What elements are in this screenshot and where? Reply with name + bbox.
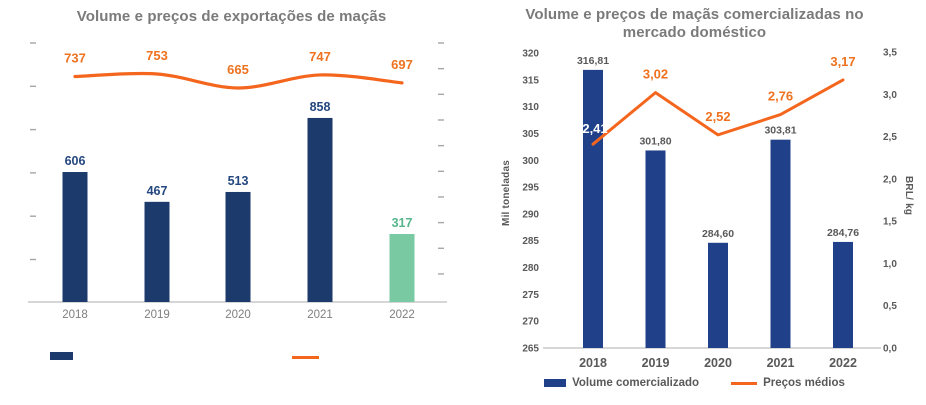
y-left-tick-label: 290 xyxy=(522,209,539,220)
x-axis-label: 2019 xyxy=(144,309,170,321)
y-left-tick-label: 275 xyxy=(522,290,539,301)
x-axis-label: 2019 xyxy=(642,356,670,370)
price-line xyxy=(73,71,404,90)
x-axis-label: 2021 xyxy=(307,309,333,321)
line-value-label: 737 xyxy=(64,51,86,66)
bar-2018 xyxy=(583,69,603,349)
bar-value-label: 303,81 xyxy=(764,125,796,137)
y-left-axis-title: Mil toneladas xyxy=(501,160,512,226)
legend-label-precos: Preços médios xyxy=(763,377,845,389)
legend-line-swatch xyxy=(292,356,319,359)
bar-2021 xyxy=(770,139,791,348)
bar-value-label: 316,81 xyxy=(577,55,609,67)
line-value-label: 665 xyxy=(227,62,249,77)
y-left-tick-label: 265 xyxy=(522,344,539,355)
bar-value-label: 467 xyxy=(147,184,168,198)
y-left-tick-label: 300 xyxy=(522,156,539,167)
y-right-tick-label: 2,0 xyxy=(883,174,897,185)
legend: Volume comercializado Preços médios xyxy=(463,377,926,389)
bar-value-label: 301,80 xyxy=(639,135,671,147)
y-left-tick-label: 285 xyxy=(522,236,539,247)
y-right-axis-title: BRL/ kg xyxy=(903,176,914,216)
x-axis-label: 2022 xyxy=(829,356,857,370)
y-left-tick-label: 280 xyxy=(522,263,539,274)
chart-domestic-panel: Volume e preços de maçãs comercializadas… xyxy=(463,0,926,405)
y-left-tick-label: 315 xyxy=(522,75,539,86)
x-axis-label: 2020 xyxy=(225,309,251,321)
bar-2018 xyxy=(62,172,88,302)
y-left-tick-label: 310 xyxy=(522,102,539,113)
y-right-tick-label: 1,5 xyxy=(883,217,897,228)
bar-2022 xyxy=(833,241,853,348)
line-value-label: 747 xyxy=(309,49,331,64)
x-axis-label: 2022 xyxy=(389,309,415,321)
chart-domestic-title: Volume e preços de maçãs comercializadas… xyxy=(525,6,864,42)
y-left-tick-label: 295 xyxy=(522,183,539,194)
chart-exports-plot: 606 467 513 858 317 737 753 665 747 697 2018 2019 20… xyxy=(28,42,447,321)
legend-item-volume: Volume comercializado xyxy=(544,377,699,389)
line-value-label: 753 xyxy=(146,48,168,63)
legend-item-precos: Preços médios xyxy=(731,377,845,389)
y-right-tick-label: 3,5 xyxy=(883,48,897,59)
line-value-label: 2,41 xyxy=(582,121,607,136)
x-axis-label: 2020 xyxy=(704,356,732,370)
bar-value-label: 284,76 xyxy=(827,227,859,239)
bar-2020 xyxy=(225,191,251,302)
x-axis-label: 2021 xyxy=(767,356,795,370)
bar-2020 xyxy=(708,242,728,348)
bar-value-label: 317 xyxy=(392,216,413,230)
y-left-tick-label: 305 xyxy=(522,129,539,140)
y-left-tick-label: 320 xyxy=(522,49,539,60)
legend-label-volume: Volume comercializado xyxy=(572,377,700,389)
line-value-label: 3,02 xyxy=(643,67,668,82)
bar-2019 xyxy=(144,201,170,302)
bar-2021 xyxy=(307,117,333,302)
bar-value-label: 284,60 xyxy=(702,228,734,240)
bar-value-label: 513 xyxy=(228,174,249,188)
x-axis-label: 2018 xyxy=(579,356,607,370)
y-right-tick-label: 0,5 xyxy=(883,301,897,312)
chart-exports-panel: Volume e preços de exportações de maçãs … xyxy=(28,8,447,360)
bar-2022 xyxy=(389,234,415,302)
chart-domestic-plot: 320 315 310 305 300 295 290 285 280 275 270 265 3,5 3… xyxy=(522,48,897,371)
line-value-label: 2,52 xyxy=(705,109,730,124)
price-line xyxy=(591,78,845,146)
legend-line-swatch xyxy=(731,381,758,385)
line-value-label: 3,17 xyxy=(830,54,855,69)
y-right-tick-label: 2,5 xyxy=(883,132,897,143)
legend-bar-swatch xyxy=(544,379,567,387)
y-right-tick-label: 3,0 xyxy=(883,90,897,101)
x-axis-label: 2018 xyxy=(62,309,88,321)
y-left-tick-label: 270 xyxy=(522,317,539,328)
line-value-label: 2,76 xyxy=(768,89,793,104)
y-right-tick-label: 1,0 xyxy=(883,259,897,270)
bar-2019 xyxy=(645,150,666,348)
line-value-label: 697 xyxy=(391,57,413,72)
bar-value-label: 858 xyxy=(310,100,331,114)
y-right-tick-label: 0,0 xyxy=(883,344,897,355)
bar-value-label: 606 xyxy=(65,154,86,168)
legend-bar-swatch xyxy=(50,352,73,360)
chart-exports-title: Volume e preços de exportações de maçãs xyxy=(76,8,387,25)
